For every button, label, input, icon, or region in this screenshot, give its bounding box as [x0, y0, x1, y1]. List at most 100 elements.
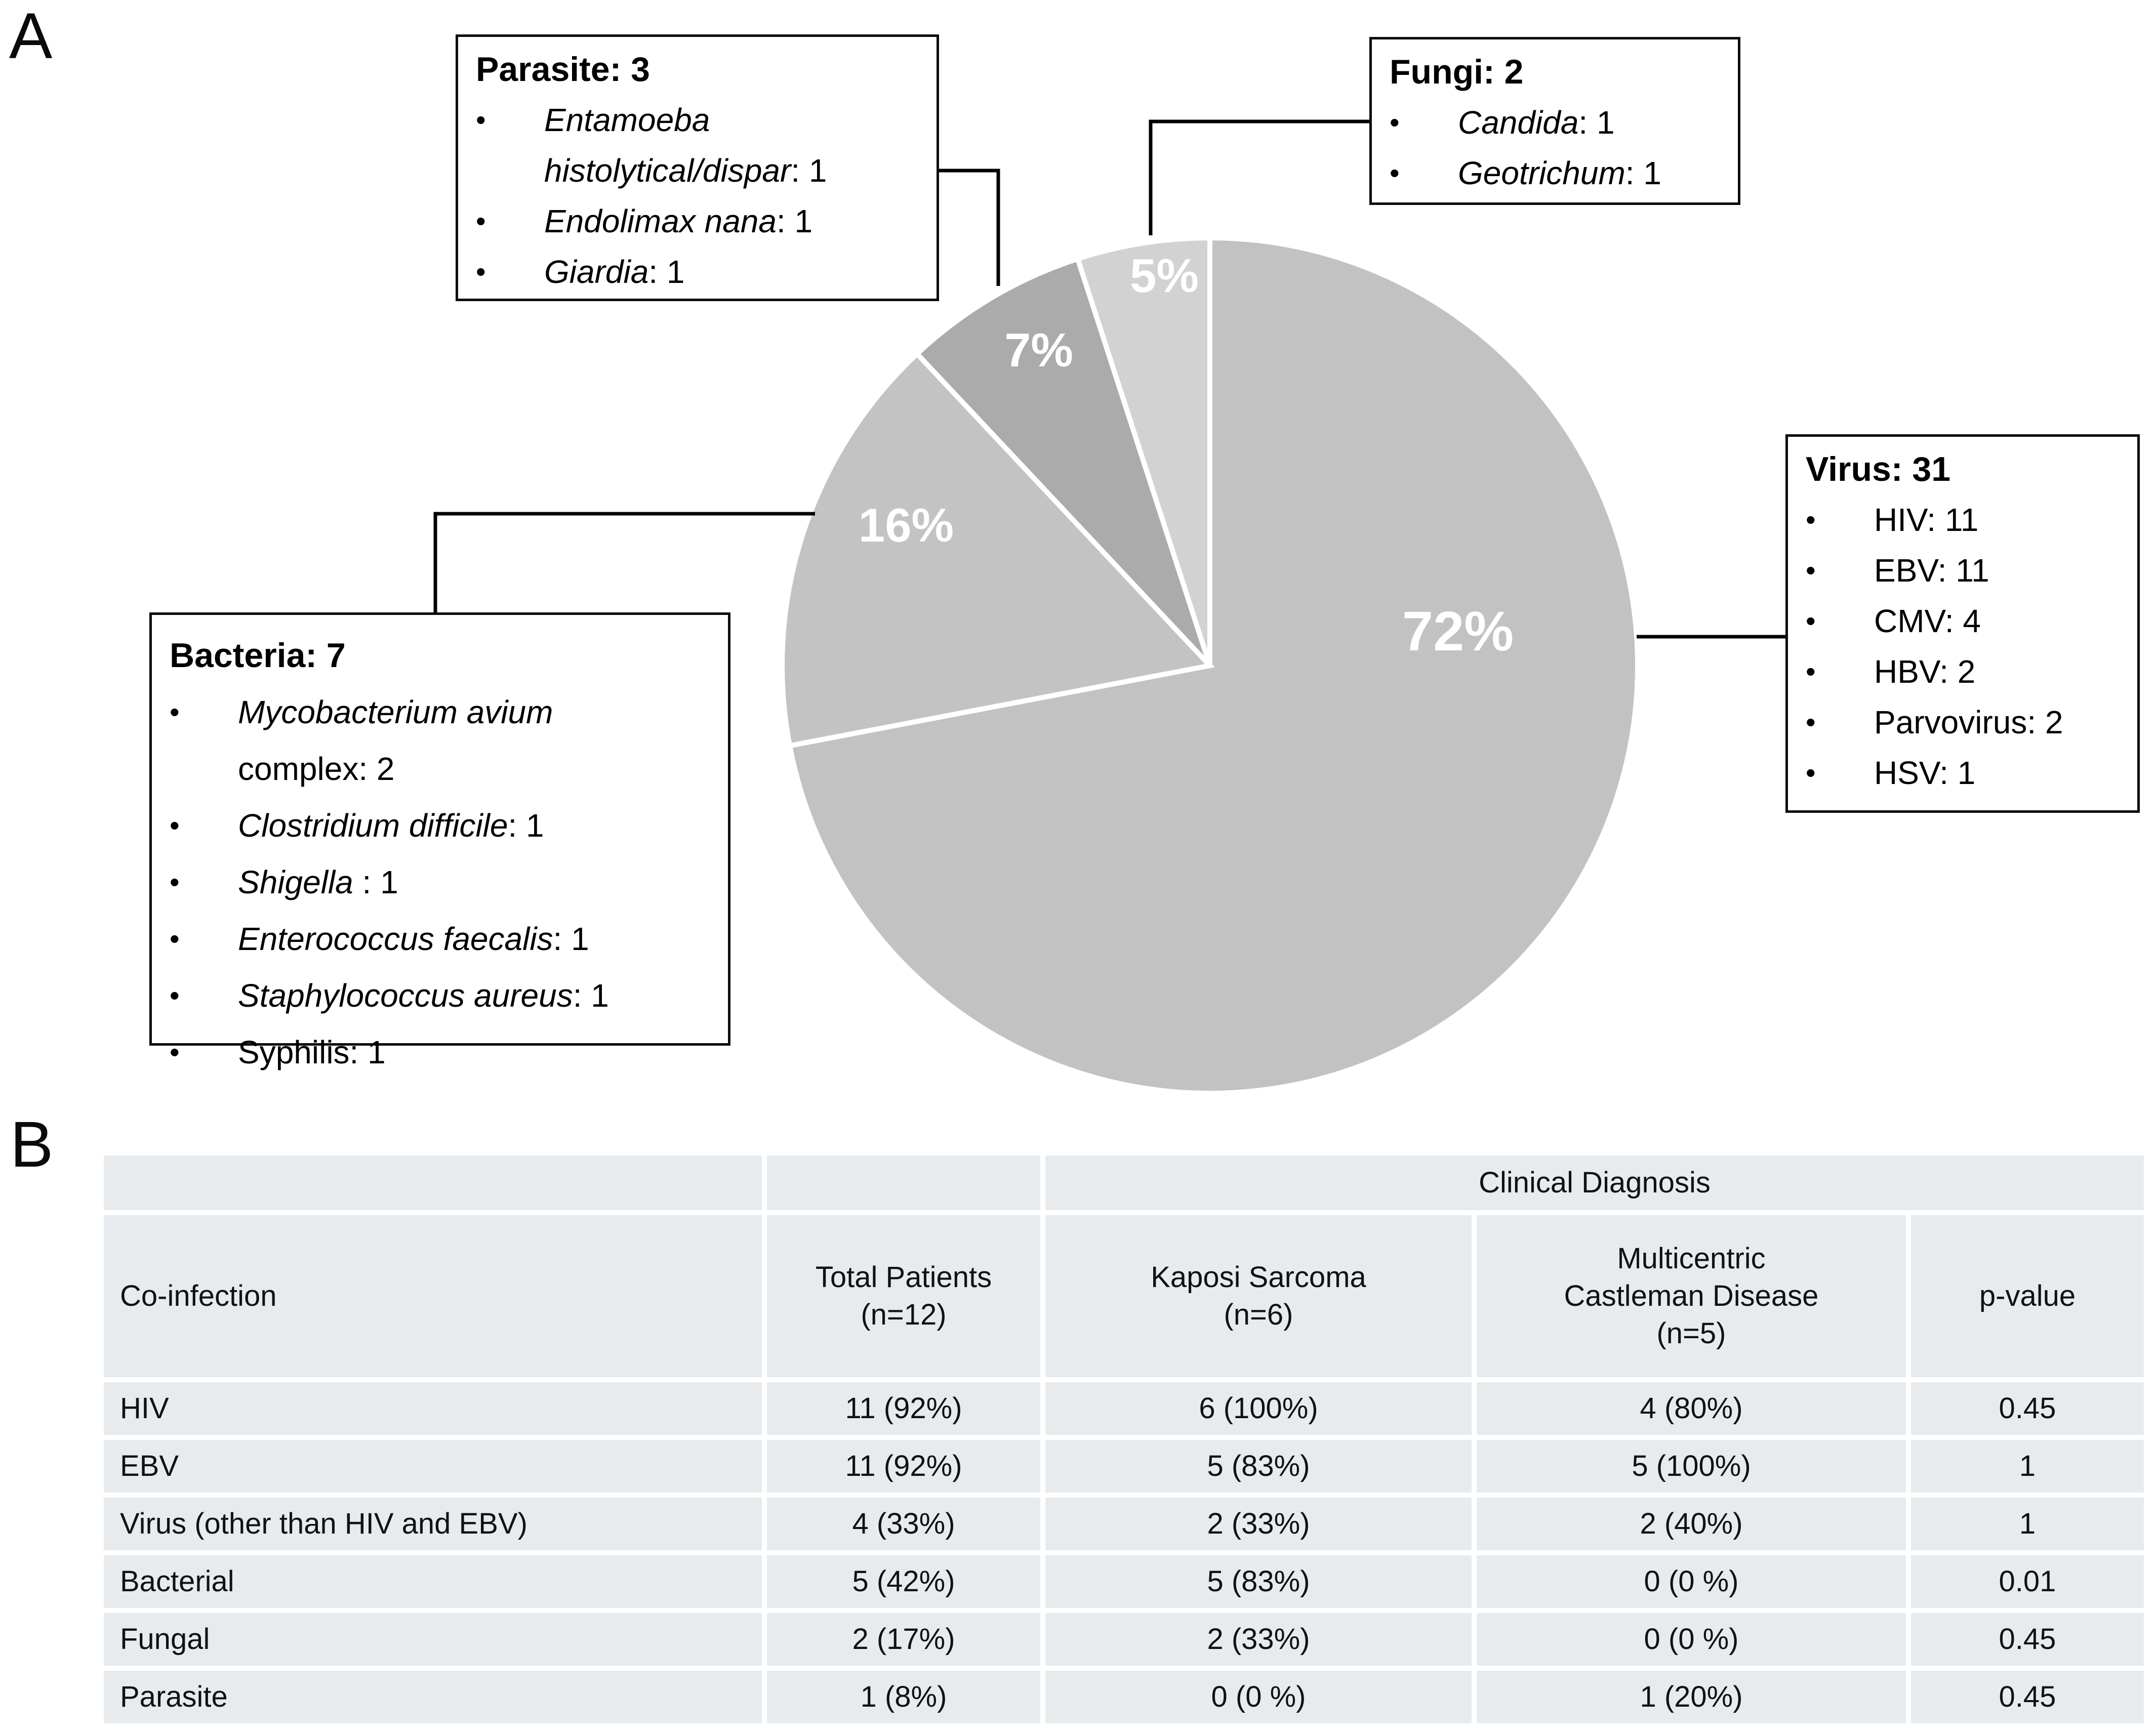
table-cell: 4 (80%)	[1477, 1382, 1906, 1435]
species-name: Shigella	[238, 864, 353, 900]
callout-item: • HIV: 11	[1806, 494, 2127, 545]
callout-title: Virus: 31	[1806, 450, 1951, 488]
pie-percent-label-fungi: 5%	[1130, 249, 1199, 302]
column-header: Total Patients (n=12)	[767, 1215, 1040, 1377]
bullet-icon: •	[476, 104, 486, 136]
callout-item: • Staphylococcus aureus: 1	[170, 967, 718, 1024]
item-count: : 1	[573, 977, 609, 1014]
callout-item: • Giardia: 1	[476, 246, 926, 297]
table-cell: 2 (17%)	[767, 1613, 1040, 1666]
callout-item-text: Parvovirus: 2	[1874, 697, 2063, 748]
callout-virus: Virus: 31 • HIV: 11 • EBV: 11 • CMV: 4 • HBV: 2…	[1785, 434, 2140, 813]
table-cell: 5 (83%)	[1045, 1555, 1472, 1608]
column-header: Kaposi Sarcoma (n=6)	[1045, 1215, 1472, 1377]
callout-item: • Syphilis: 1	[170, 1024, 718, 1081]
pie-percent-label-parasite: 7%	[1004, 323, 1073, 377]
table-cell: 2 (33%)	[1045, 1613, 1472, 1666]
item-count: CMV: 4	[1874, 603, 1981, 639]
callout-item-text: Mycobacterium avium complex: 2	[238, 684, 553, 797]
bullet-icon: •	[170, 866, 180, 898]
species-name: Candida	[1458, 104, 1579, 141]
item-count: : 1	[648, 254, 685, 290]
table-cell: 11 (92%)	[767, 1440, 1040, 1493]
group-header-clinical-diagnosis: Clinical Diagnosis	[1045, 1155, 2144, 1210]
bullet-icon: •	[170, 979, 180, 1011]
species-name: Entamoeba histolytical/dispar	[544, 102, 791, 189]
row-label: Parasite	[104, 1671, 762, 1723]
table-cell: 1	[1911, 1498, 2144, 1550]
table-cell: 0 (0 %)	[1477, 1555, 1906, 1608]
callout-item-text: Endolimax nana: 1	[544, 196, 812, 246]
pie-percent-label-virus: 72%	[1402, 600, 1514, 663]
item-count: Parvovirus: 2	[1874, 704, 2063, 740]
bullet-icon: •	[170, 923, 180, 955]
header-empty-cell	[104, 1155, 762, 1210]
table-cell: 2 (40%)	[1477, 1498, 1906, 1550]
callout-item-text: HSV: 1	[1874, 748, 1975, 798]
bullet-icon: •	[1390, 157, 1400, 189]
table-cell: 1 (8%)	[767, 1671, 1040, 1723]
callout-item: • Candida: 1	[1390, 97, 1728, 148]
bullet-icon: •	[1806, 605, 1816, 637]
callout-item: • EBV: 11	[1806, 545, 2127, 596]
item-count: HIV: 11	[1874, 502, 1979, 538]
panel-a-label: A	[9, 0, 53, 72]
callout-item: • HBV: 2	[1806, 646, 2127, 697]
callout-item-text: Entamoeba histolytical/dispar: 1	[544, 95, 827, 196]
column-header: Multicentric Castleman Disease (n=5)	[1477, 1215, 1906, 1377]
table-cell: 0.45	[1911, 1382, 2144, 1435]
bullet-icon: •	[170, 809, 180, 841]
species-name: Mycobacterium avium	[238, 694, 553, 730]
item-count: EBV: 11	[1874, 552, 1989, 589]
pie-slice-parasite	[913, 256, 1212, 668]
species-name: Enterococcus faecalis	[238, 921, 553, 957]
item-count: : 1	[1578, 104, 1615, 141]
item-count: complex: 2	[238, 751, 395, 787]
table-cell: 0.01	[1911, 1555, 2144, 1608]
table-cell: 5 (83%)	[1045, 1440, 1472, 1493]
callout-item-text: HIV: 11	[1874, 494, 1978, 545]
pie-slice-fungi	[1074, 235, 1212, 667]
callout-item: • Enterococcus faecalis: 1	[170, 911, 718, 967]
bullet-icon: •	[170, 1036, 180, 1068]
leader-line-fungi	[1149, 119, 1369, 235]
callout-parasite: Parasite: 3 • Entamoeba histolytical/disp…	[456, 34, 939, 301]
callout-title: Bacteria: 7	[170, 636, 346, 675]
bullet-icon: •	[1806, 757, 1816, 789]
callout-item: • Entamoeba histolytical/dispar: 1	[476, 95, 926, 196]
column-header: Co-infection	[104, 1215, 762, 1377]
callout-item: • Shigella : 1	[170, 854, 718, 911]
coinfection-table: Clinical Diagnosis Co-infection Total Pati…	[104, 1155, 2144, 1723]
callout-item: • Mycobacterium avium complex: 2	[170, 684, 718, 797]
table-cell: 5 (42%)	[767, 1555, 1040, 1608]
bullet-icon: •	[170, 696, 180, 728]
callout-item-text: EBV: 11	[1874, 545, 1989, 596]
leader-line-bacteria	[433, 512, 815, 614]
callout-bacteria: Bacteria: 7 • Mycobacterium avium complex…	[149, 612, 730, 1070]
callout-item-text: CMV: 4	[1874, 596, 1981, 646]
item-count: : 1	[353, 864, 398, 900]
pie-slice-virus	[787, 235, 1641, 1096]
table-cell: 11 (92%)	[767, 1382, 1040, 1435]
species-name: Giardia	[544, 254, 649, 290]
callout-item-text: Clostridium difficile: 1	[238, 797, 544, 854]
item-count: : 1	[776, 203, 813, 239]
callout-fungi: Fungi: 2 • Candida: 1 • Geotrichum: 1	[1369, 37, 1740, 205]
table-cell: 5 (100%)	[1477, 1440, 1906, 1493]
table-cell: 1 (20%)	[1477, 1671, 1906, 1723]
pie-slice-bacteria	[780, 350, 1215, 749]
callout-item: • Parvovirus: 2	[1806, 697, 2127, 748]
pie-slices	[780, 235, 1641, 1096]
item-count: : 1	[791, 152, 827, 189]
item-count: HBV: 2	[1874, 653, 1976, 690]
callout-item: • Clostridium difficile: 1	[170, 797, 718, 854]
row-label: Virus (other than HIV and EBV)	[104, 1498, 762, 1550]
bullet-icon: •	[1806, 504, 1816, 535]
callout-item: • Endolimax nana: 1	[476, 196, 926, 246]
callout-title: Fungi: 2	[1390, 53, 1524, 91]
table-cell: 0 (0 %)	[1045, 1671, 1472, 1723]
table-cell: 1	[1911, 1440, 2144, 1493]
callout-item: • Geotrichum: 1	[1390, 148, 1728, 198]
item-count: HSV: 1	[1874, 755, 1976, 791]
